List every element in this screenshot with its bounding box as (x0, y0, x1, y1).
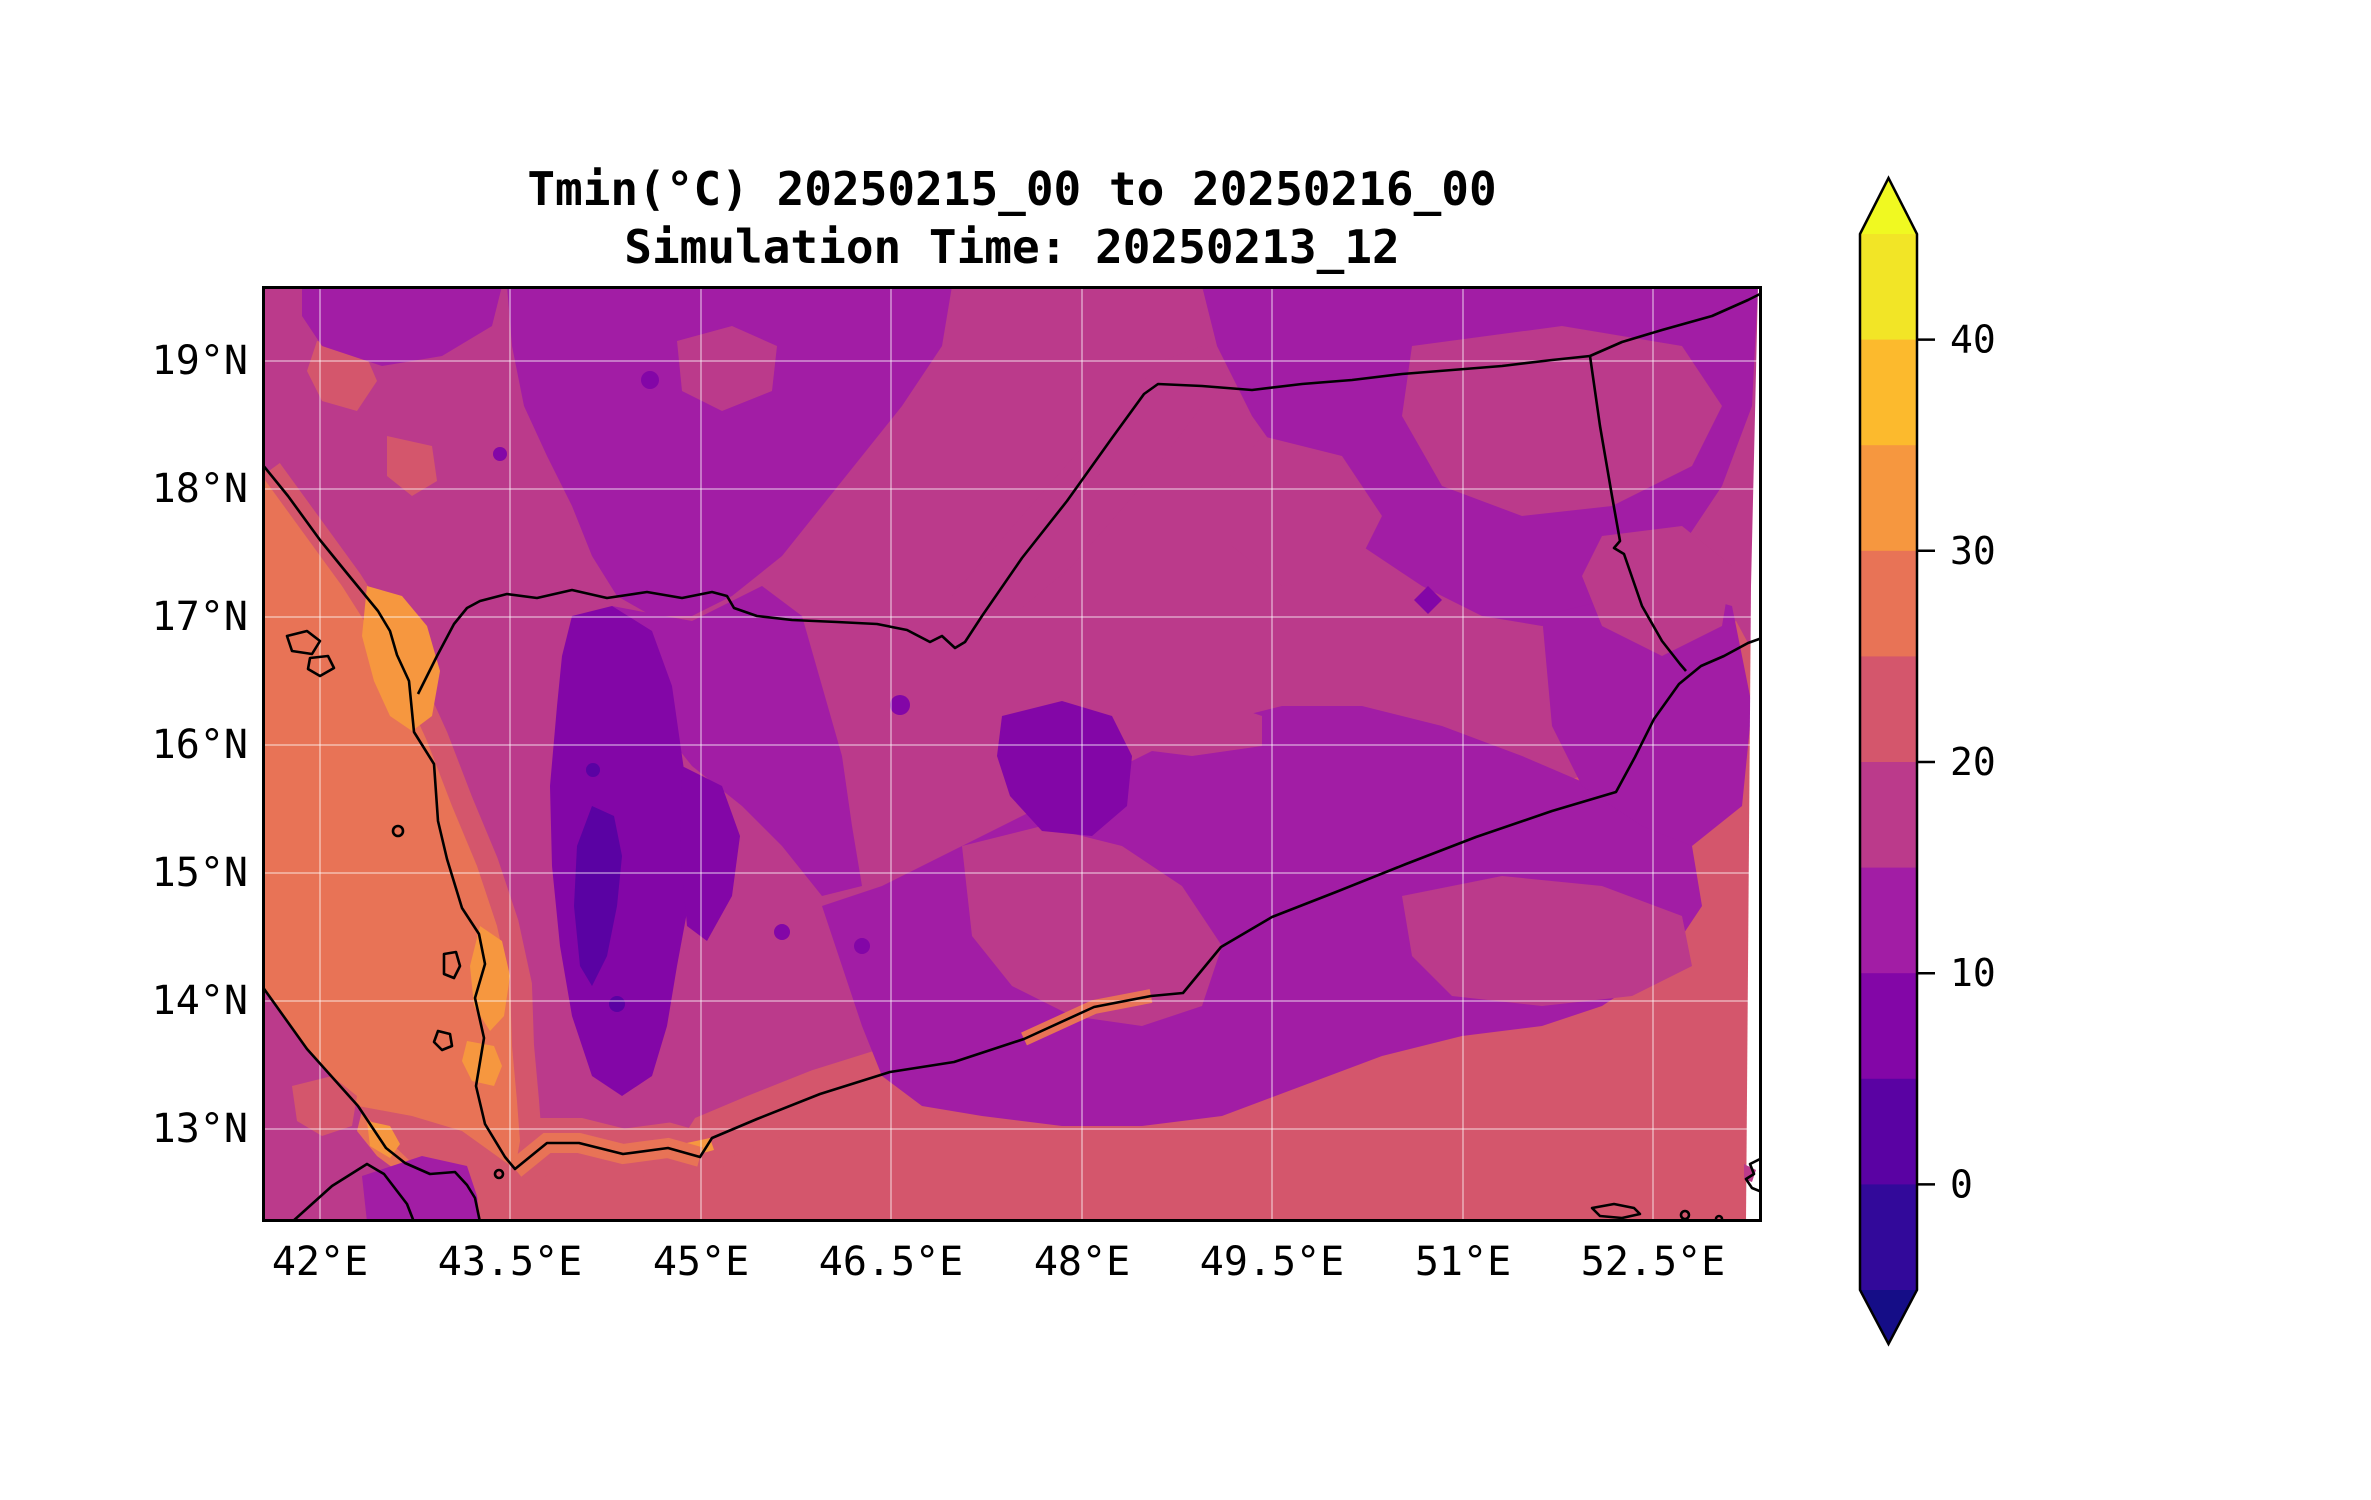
cold-speck-5 (493, 447, 507, 461)
abd-al-kuri-island (1590, 1202, 1642, 1220)
tihama-hot-patch-south (462, 1041, 502, 1086)
coldest-core (574, 806, 622, 986)
saudi-yemen-border (416, 354, 1591, 695)
colorbar-band (1860, 656, 1917, 763)
colorbar-band (1860, 1184, 1917, 1291)
pink-ne-mass-3 (1582, 526, 1732, 656)
x-tick-label: 46.5°E (818, 1239, 964, 1285)
nw-rose-patch-2 (387, 436, 437, 496)
colorbar-outline (1858, 175, 1919, 1347)
tihama-hot-patch-north (362, 586, 440, 731)
colorbar-over-arrow (1860, 178, 1917, 234)
hanish-island-1 (442, 950, 462, 980)
map-plot (262, 286, 1762, 1222)
redsea-coral-region (262, 476, 520, 1169)
tihama-hot-patch-mid (470, 926, 510, 1031)
colorbar-band (1860, 973, 1917, 1080)
cold-speck-2 (774, 924, 790, 940)
y-tick-label: 15°N (151, 850, 248, 896)
x-tick-label: 49.5°E (1199, 1239, 1345, 1285)
colorbar-tick-labels: 40 30 20 10 0 (1950, 318, 1996, 1207)
africa-rose-patch (292, 1076, 357, 1136)
gridlines (262, 286, 1762, 1222)
north-cool-region (507, 286, 952, 616)
west-highlands-cold-east-arm (680, 766, 740, 941)
africa-borders (291, 1162, 416, 1222)
cold-speck-1 (890, 695, 910, 715)
y-tick-label: 17°N (151, 594, 248, 640)
figure-title-line1: Tmin(°C) 20250215_00 to 20250216_00 (527, 162, 1497, 216)
africa-land-fill (262, 986, 480, 1222)
cold-speck-3 (854, 938, 870, 954)
y-tick-label: 16°N (151, 722, 248, 768)
north-cool-column (612, 586, 862, 896)
arabia-coastline (262, 462, 1762, 1171)
pink-ne-mass-2 (1222, 436, 1382, 586)
x-tick-label: 48°E (1033, 1239, 1131, 1285)
pink-mahra-band (1402, 876, 1692, 1006)
colorbar-tick-label: 30 (1950, 529, 1996, 573)
axes-frame (262, 286, 1762, 1222)
colorbar-band (1860, 234, 1917, 341)
pink-patch-top (677, 326, 777, 411)
colorbar-bands (1860, 234, 1917, 1291)
east-border-cool-region (1542, 586, 1752, 846)
farasan-island-1 (285, 629, 322, 656)
perim-island (493, 1168, 505, 1180)
colorbar-tick-label: 10 (1950, 951, 1996, 995)
colorbar-tick-label: 40 (1950, 318, 1996, 362)
x-tick-label: 52.5°E (1580, 1239, 1726, 1285)
coldest-dot-1 (609, 996, 625, 1012)
coastlines (262, 462, 1762, 1222)
socotra-coastline (1744, 1156, 1762, 1194)
colorbar-band (1860, 1078, 1917, 1185)
africa-coastline (262, 984, 482, 1222)
farasan-island-2 (306, 654, 336, 678)
domain-edge-nodata (1746, 286, 1762, 1222)
x-tick-label: 43.5°E (437, 1239, 583, 1285)
colorbar-ticks (1917, 338, 1935, 1186)
cold-speck-4 (641, 371, 659, 389)
hanish-island-2 (432, 1029, 454, 1052)
y-tick-label: 19°N (151, 338, 248, 384)
coldest-dot-2 (586, 763, 600, 777)
colorbar-band (1860, 550, 1917, 657)
colorbar-under-arrow (1860, 1290, 1917, 1344)
figure-title-line2: Simulation Time: 20250213_12 (624, 220, 1400, 274)
x-tick-label: 42°E (271, 1239, 369, 1285)
pink-central-patch (962, 826, 1222, 1026)
saudi-oman-border (1589, 292, 1761, 358)
y-tick-label: 13°N (151, 1106, 248, 1152)
y-tick-label: 18°N (151, 466, 248, 512)
pink-ne-mass-1 (1402, 326, 1722, 516)
x-tick-label: 51°E (1414, 1239, 1512, 1285)
nw-corner-cool-patch (302, 286, 502, 366)
yemen-oman-border (1588, 355, 1687, 672)
colorbar-band (1860, 445, 1917, 552)
cold-speck-east (1414, 586, 1442, 614)
colorbar-band (1860, 339, 1917, 446)
colorbar-tick-label: 20 (1950, 740, 1996, 784)
colorbar: 40 30 20 10 0 (1858, 175, 1996, 1347)
x-tick-label: 45°E (652, 1239, 750, 1285)
kamaran-island (391, 824, 405, 838)
figure-title: Tmin(°C) 20250215_00 to 20250216_00 Simu… (262, 160, 1762, 276)
y-tick-label: 14°N (151, 978, 248, 1024)
country-borders (291, 292, 1761, 1222)
east-highlands-cold (997, 701, 1132, 836)
colorbar-band (1860, 867, 1917, 974)
colorbar-tick-label: 0 (1950, 1162, 1973, 1206)
colorbar-band (1860, 762, 1917, 869)
